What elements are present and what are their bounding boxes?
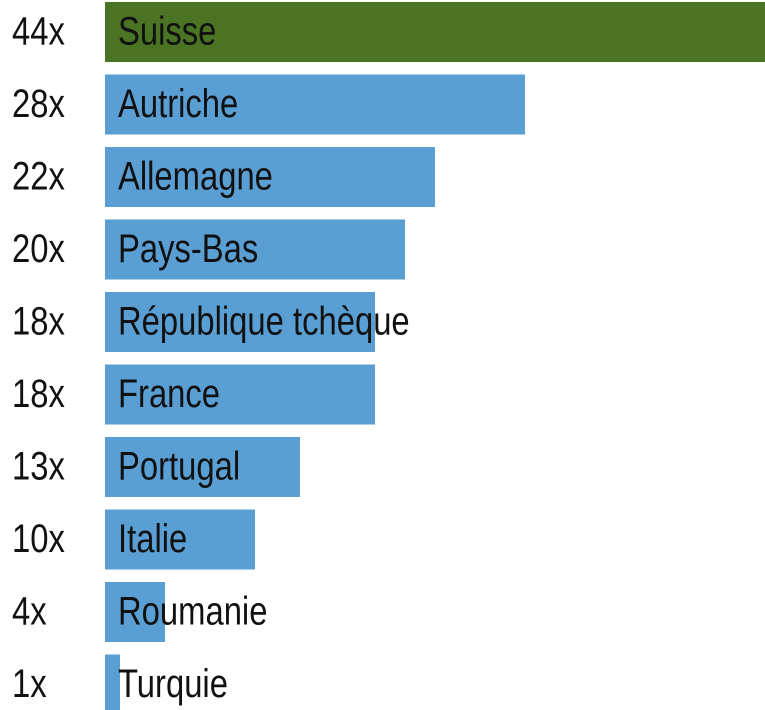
category-label: Turquie (118, 661, 228, 706)
value-label: 4x (12, 588, 47, 633)
value-label: 22x (12, 153, 65, 198)
bar (105, 219, 405, 280)
value-label: 10x (12, 516, 65, 561)
value-label: 1x (12, 661, 47, 706)
category-label: Italie (118, 516, 187, 561)
category-label: République tchèque (118, 298, 410, 343)
bar (105, 147, 435, 207)
bar (105, 582, 165, 642)
value-label: 44x (12, 8, 65, 53)
value-label: 13x (12, 443, 65, 488)
value-label: 28x (12, 81, 65, 126)
value-label: 20x (12, 226, 65, 271)
category-label: Portugal (118, 443, 240, 488)
bar (105, 509, 255, 570)
bar (105, 364, 375, 425)
category-label: France (118, 371, 220, 416)
bar (105, 292, 375, 352)
category-label: Autriche (118, 81, 238, 126)
bar (105, 74, 525, 135)
category-label: Allemagne (118, 153, 273, 198)
category-label: Roumanie (118, 588, 267, 633)
category-label: Pays-Bas (118, 226, 258, 271)
value-label: 18x (12, 371, 65, 416)
category-label: Suisse (118, 8, 216, 53)
bar (105, 2, 765, 62)
bar (105, 654, 120, 710)
bar (105, 437, 300, 497)
value-label: 18x (12, 298, 65, 343)
